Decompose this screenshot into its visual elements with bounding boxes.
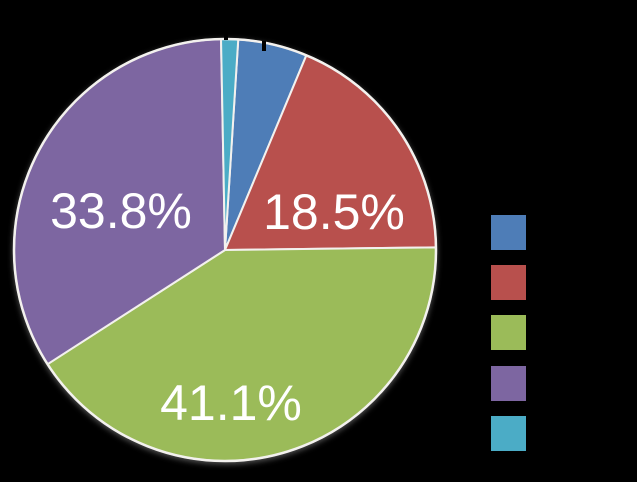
hidden-label-mark-blue: [262, 41, 266, 51]
hidden-label-mark-teal: [224, 32, 228, 40]
pie-label-purple: 33.8%: [50, 183, 192, 239]
legend-swatch-blue: [491, 215, 526, 250]
legend-swatch-teal: [491, 416, 526, 451]
legend-swatch-red: [491, 265, 526, 300]
pie-label-red: 18.5%: [263, 184, 405, 240]
legend-swatch-purple: [491, 366, 526, 401]
pie-label-green: 41.1%: [160, 375, 302, 431]
legend-swatch-green: [491, 315, 526, 350]
